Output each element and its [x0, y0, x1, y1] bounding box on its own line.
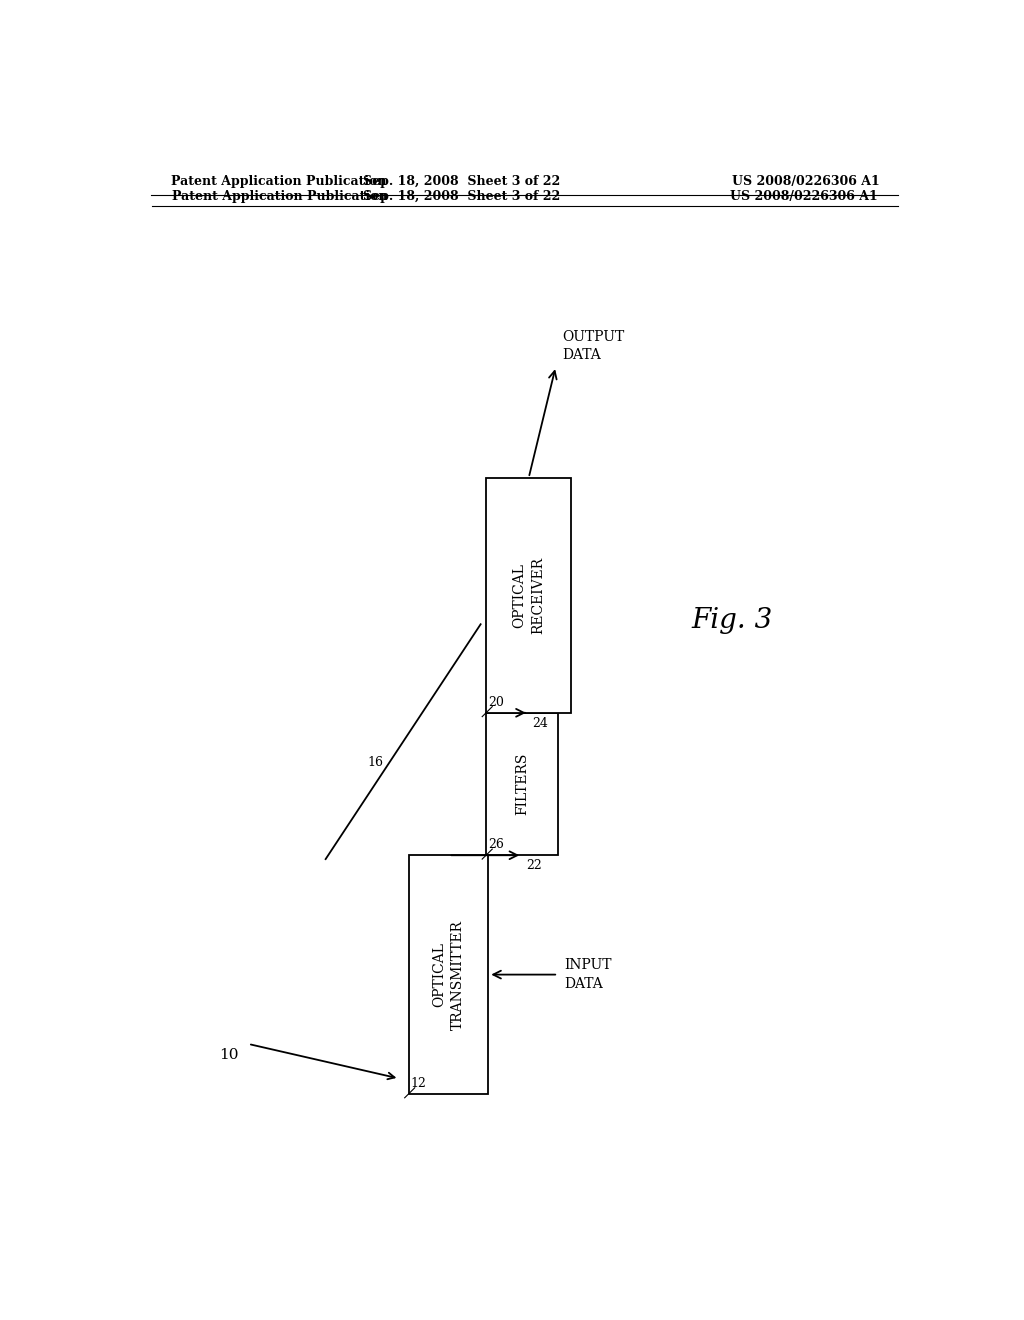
Bar: [486, 478, 571, 713]
Text: INPUT
DATA: INPUT DATA: [564, 958, 611, 991]
Text: US 2008/0226306 A1: US 2008/0226306 A1: [730, 190, 878, 202]
Text: Patent Application Publication: Patent Application Publication: [172, 190, 387, 202]
Text: OUTPUT
DATA: OUTPUT DATA: [562, 330, 625, 363]
Text: Patent Application Publication: Patent Application Publication: [171, 176, 386, 187]
Text: 20: 20: [488, 696, 504, 709]
Text: OPTICAL
TRANSMITTER: OPTICAL TRANSMITTER: [432, 920, 465, 1030]
Text: US 2008/0226306 A1: US 2008/0226306 A1: [732, 176, 880, 187]
Text: Fig. 3: Fig. 3: [692, 607, 773, 634]
Text: FILTERS: FILTERS: [515, 752, 529, 816]
Bar: [409, 855, 488, 1094]
Text: 24: 24: [532, 717, 549, 730]
Bar: [486, 713, 558, 855]
Text: 16: 16: [368, 756, 384, 770]
Text: Sep. 18, 2008  Sheet 3 of 22: Sep. 18, 2008 Sheet 3 of 22: [362, 176, 560, 187]
Text: 12: 12: [411, 1077, 427, 1090]
Text: 10: 10: [219, 1048, 239, 1063]
Text: Sep. 18, 2008  Sheet 3 of 22: Sep. 18, 2008 Sheet 3 of 22: [362, 190, 560, 202]
Text: OPTICAL
RECEIVER: OPTICAL RECEIVER: [512, 557, 545, 634]
Text: 26: 26: [488, 838, 504, 851]
Text: 22: 22: [526, 859, 542, 873]
